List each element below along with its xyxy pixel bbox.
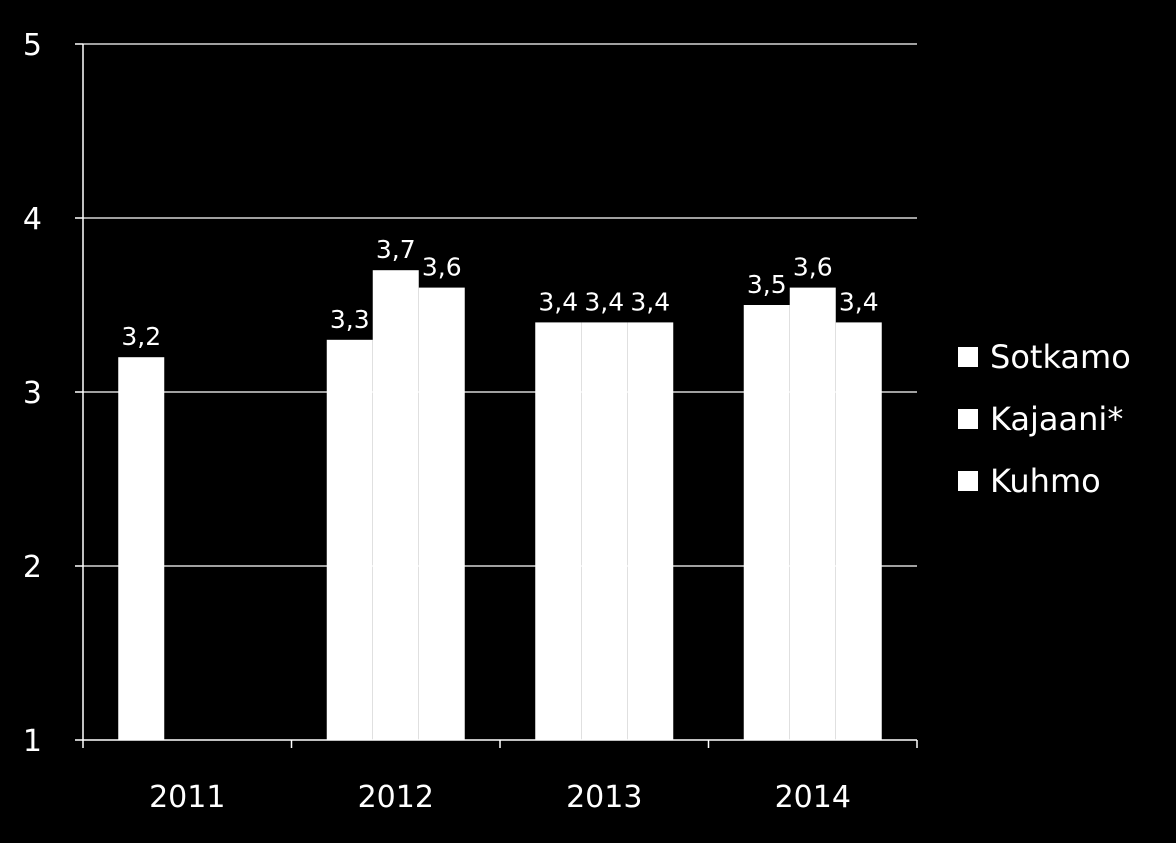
legend-swatch [958, 409, 978, 429]
y-tick-label: 3 [23, 376, 42, 411]
axes: 1 2 3 4 5 2011 2012 2013 2014 [23, 28, 918, 815]
data-label: 3,4 [584, 287, 624, 316]
legend-label: Sotkamo [990, 338, 1131, 376]
y-tick-label: 5 [23, 28, 42, 63]
bar-kuhmo-2014 [835, 322, 882, 740]
bar-sotkamo-2011 [118, 357, 165, 740]
bar-kuhmo-2013 [627, 322, 674, 740]
bar-sotkamo-2013 [535, 322, 582, 740]
data-label: 3,2 [121, 322, 161, 351]
x-tick-label: 2011 [149, 780, 225, 815]
bar-sotkamo-2012 [326, 339, 373, 740]
bar-kajaani-2012 [372, 270, 419, 740]
bar-sotkamo-2014 [743, 305, 790, 740]
legend-swatch [958, 471, 978, 491]
bar-kajaani-2013 [581, 322, 628, 740]
x-tick-label: 2012 [358, 780, 434, 815]
y-tick-label: 2 [23, 550, 42, 585]
y-tick-label: 1 [23, 724, 42, 759]
legend: Sotkamo Kajaani* Kuhmo [958, 338, 1131, 500]
legend-label: Kajaani* [990, 400, 1123, 438]
data-labels: 3,23,33,43,53,73,43,63,63,4 3,4 [121, 235, 878, 351]
bars [118, 270, 882, 740]
data-label: 3,4 [630, 287, 670, 316]
x-tick-label: 2013 [566, 780, 642, 815]
bar-kajaani-2014 [789, 287, 836, 740]
legend-label: Kuhmo [990, 462, 1101, 500]
data-label: 3,4 [839, 287, 879, 316]
data-label: 3,5 [747, 270, 787, 299]
data-label: 3,4 [538, 287, 578, 316]
data-label: 3,7 [376, 235, 416, 264]
data-label: 3,6 [793, 253, 833, 282]
x-tick-label: 2014 [775, 780, 851, 815]
data-label: 3,3 [330, 305, 370, 334]
y-tick-label: 4 [23, 202, 42, 237]
bar-kuhmo-2012 [418, 287, 465, 740]
data-label: 3,6 [422, 253, 462, 282]
legend-swatch [958, 347, 978, 367]
